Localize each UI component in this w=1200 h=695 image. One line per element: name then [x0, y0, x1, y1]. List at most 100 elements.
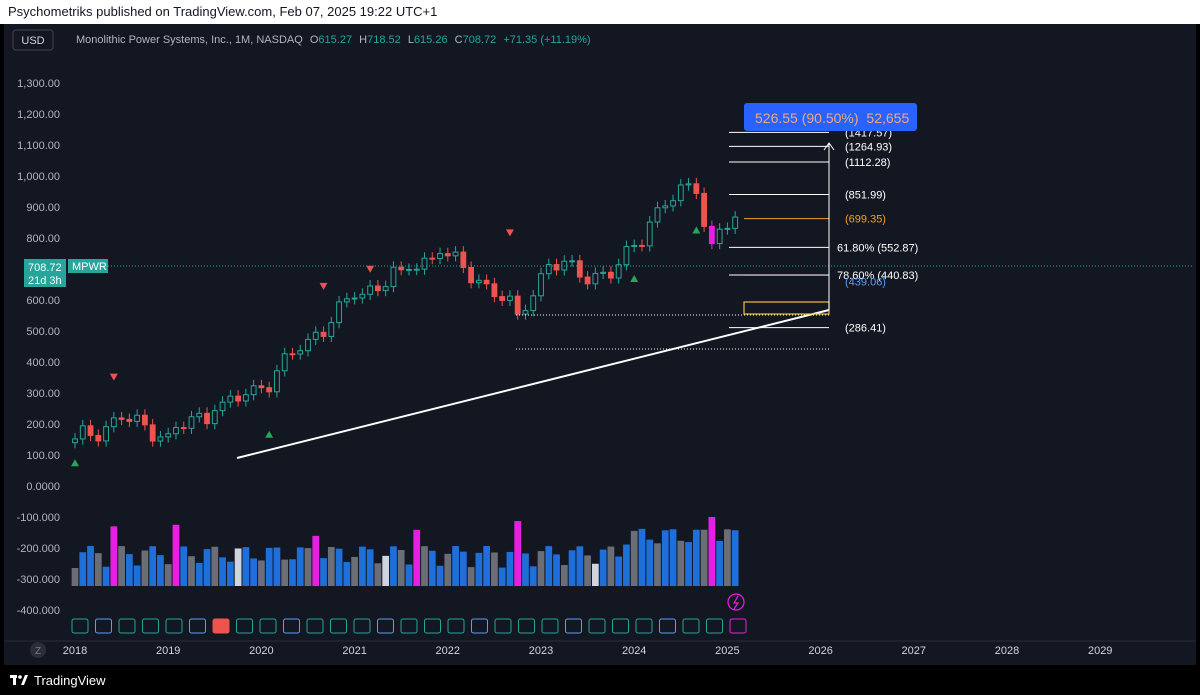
volume-bar — [405, 564, 413, 586]
candle — [211, 410, 218, 425]
earnings-marker[interactable] — [71, 618, 89, 634]
x-tick-label: 2024 — [622, 645, 646, 657]
candle — [553, 264, 560, 271]
earnings-marker[interactable] — [306, 618, 324, 634]
dividend-bolt-icon[interactable] — [727, 593, 745, 611]
candle — [677, 184, 684, 202]
earnings-marker[interactable] — [447, 618, 465, 634]
volume-bar — [118, 546, 125, 586]
volume-bar — [452, 546, 459, 586]
candle — [274, 370, 280, 393]
currency-button[interactable] — [12, 29, 54, 51]
candle — [514, 295, 521, 315]
volume-bar — [219, 557, 226, 586]
y-tick-label: 500.00 — [26, 326, 60, 338]
earnings-marker[interactable] — [424, 618, 441, 634]
measure-arrow-head — [823, 142, 835, 151]
candle — [413, 268, 420, 271]
earnings-marker[interactable] — [494, 618, 512, 634]
earnings-marker[interactable] — [377, 618, 394, 634]
candle — [670, 200, 676, 207]
footer-bar: TradingView — [0, 665, 1200, 695]
fib-level-label: (286.41) — [845, 323, 886, 335]
volume-bar — [358, 546, 366, 586]
candle — [79, 425, 86, 440]
y-tick-label: -300.000 — [17, 574, 60, 586]
earnings-marker[interactable] — [142, 618, 159, 634]
candle — [452, 251, 459, 257]
candle — [266, 387, 273, 393]
volume-bar — [94, 553, 102, 586]
candle — [530, 295, 537, 312]
volume-bar — [623, 544, 630, 586]
x-tick-label: 2028 — [995, 645, 1019, 657]
earnings-marker[interactable] — [330, 618, 347, 634]
earnings-marker[interactable] — [635, 618, 653, 634]
earnings-marker[interactable] — [565, 618, 582, 634]
earnings-marker[interactable] — [400, 618, 418, 634]
volume-bar — [242, 547, 250, 586]
measure-extra: 52,655 — [866, 110, 909, 126]
open-value: 615.27 — [318, 34, 352, 46]
y-tick-label: -100.000 — [17, 512, 60, 524]
candle — [227, 395, 234, 403]
earnings-marker[interactable] — [283, 618, 300, 634]
fib-level-label: 61.80% (552.87) — [837, 242, 918, 254]
low-value: 615.26 — [414, 34, 448, 46]
candle — [732, 216, 739, 229]
x-tick-label: 2019 — [156, 645, 180, 657]
y-tick-label: -400.000 — [17, 605, 60, 617]
earnings-marker[interactable] — [659, 618, 676, 634]
candle — [87, 425, 94, 436]
volume-bar — [646, 539, 654, 586]
volume-bar — [327, 547, 335, 586]
earnings-marker[interactable] — [95, 618, 112, 634]
candle — [173, 427, 179, 435]
earnings-markers[interactable] — [71, 593, 747, 634]
trend-line[interactable] — [236, 309, 830, 459]
fib-level-label: (851.99) — [845, 190, 886, 202]
candle — [328, 322, 335, 337]
candle — [110, 417, 117, 428]
earnings-marker[interactable] — [259, 618, 277, 634]
volume-bar — [630, 530, 638, 586]
earnings-marker[interactable] — [706, 618, 723, 634]
candle — [398, 266, 405, 271]
high-value: 718.52 — [367, 34, 401, 46]
candle — [701, 192, 708, 227]
earnings-marker[interactable] — [471, 618, 488, 634]
volume-bar — [638, 528, 646, 586]
y-tick-label: 100.00 — [26, 450, 60, 462]
volume-bar — [312, 535, 320, 586]
earnings-marker[interactable] — [212, 618, 230, 634]
change-value: +71.35 (+11.19%) — [503, 34, 590, 46]
candle — [219, 401, 226, 412]
earnings-marker[interactable] — [541, 618, 559, 634]
earnings-marker[interactable] — [236, 618, 253, 634]
timezone-button[interactable] — [30, 642, 46, 658]
measure-change: 526.55 (90.50%) — [755, 110, 859, 126]
candle — [312, 331, 319, 340]
x-axis: 2018 2019 2020 2021 2022 2023 2024 2025 2026 2027… — [63, 645, 1113, 657]
earnings-marker[interactable] — [118, 618, 136, 634]
earnings-marker[interactable] — [165, 618, 183, 634]
earnings-marker[interactable] — [729, 618, 747, 634]
earnings-marker[interactable] — [612, 618, 629, 634]
earnings-marker[interactable] — [682, 618, 700, 634]
volume-bar — [545, 546, 553, 586]
price-chart[interactable]: USD Monolithic Power Systems, Inc., 1M, … — [0, 24, 1200, 665]
candle — [188, 416, 195, 429]
y-tick-label: 1,300.00 — [17, 78, 60, 90]
earnings-marker[interactable] — [588, 618, 606, 634]
volume-bar — [498, 567, 506, 586]
volume-bar — [164, 564, 172, 586]
volume-bar — [529, 566, 537, 586]
earnings-marker[interactable] — [518, 618, 535, 634]
candle — [382, 286, 389, 292]
volume-bar — [351, 556, 358, 586]
earnings-marker[interactable] — [189, 618, 206, 634]
fib-level-label: (439.06) — [845, 276, 886, 288]
earnings-marker[interactable] — [353, 618, 371, 634]
volume-bar — [226, 561, 234, 586]
candle — [281, 353, 288, 372]
